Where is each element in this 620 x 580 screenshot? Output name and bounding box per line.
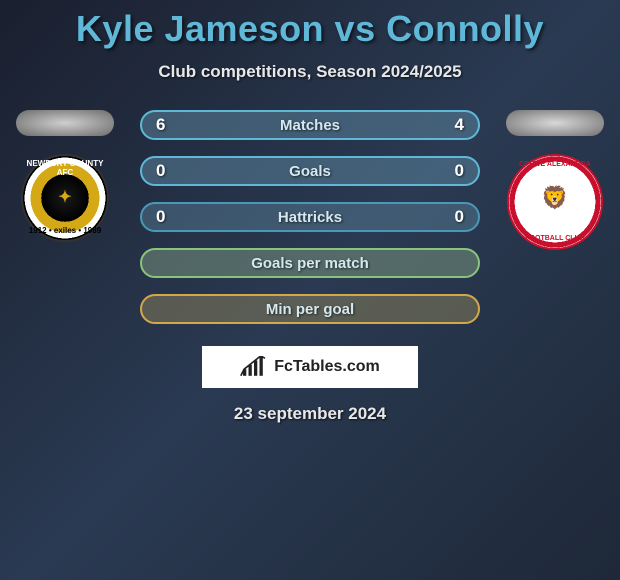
- player-left-column: NEWPORT COUNTY AFC 1912 • exiles • 1989: [10, 110, 120, 242]
- watermark: FcTables.com: [202, 346, 418, 388]
- bar-hattricks-left: 0: [156, 207, 165, 227]
- crest-right-label-bottom: FOOTBALL CLUB: [509, 235, 601, 243]
- crest-left-label-top: NEWPORT COUNTY AFC: [23, 160, 107, 178]
- bar-gpm: Goals per match: [140, 248, 480, 278]
- bar-gpm-label: Goals per match: [142, 255, 478, 272]
- chart-icon: [240, 356, 268, 378]
- bar-hattricks: 0 Hattricks 0: [140, 202, 480, 232]
- player-right-column: CREWE ALEXANDRA FOOTBALL CLUB: [500, 110, 610, 250]
- bar-matches-label: Matches: [142, 117, 478, 134]
- bar-matches-left: 6: [156, 115, 165, 135]
- bar-goals-right: 0: [455, 161, 464, 181]
- crest-left-label-bottom: 1912 • exiles • 1989: [23, 227, 107, 236]
- club-crest-left: NEWPORT COUNTY AFC 1912 • exiles • 1989: [21, 154, 109, 242]
- comparison-body: NEWPORT COUNTY AFC 1912 • exiles • 1989 …: [0, 110, 620, 324]
- infographic-root: Kyle Jameson vs Connolly Club competitio…: [0, 0, 620, 424]
- bar-goals-label: Goals: [142, 163, 478, 180]
- bar-mpg-label: Min per goal: [142, 301, 478, 318]
- date-line: 23 september 2024: [0, 404, 620, 424]
- club-crest-right: CREWE ALEXANDRA FOOTBALL CLUB: [507, 154, 603, 250]
- bar-matches-right: 4: [455, 115, 464, 135]
- player-left-photo: [16, 110, 114, 136]
- subtitle: Club competitions, Season 2024/2025: [0, 62, 620, 82]
- page-title: Kyle Jameson vs Connolly: [0, 8, 620, 50]
- bar-hattricks-label: Hattricks: [142, 209, 478, 226]
- watermark-text: FcTables.com: [274, 358, 380, 376]
- bar-hattricks-right: 0: [455, 207, 464, 227]
- bar-mpg: Min per goal: [140, 294, 480, 324]
- player-right-photo: [506, 110, 604, 136]
- bar-matches: 6 Matches 4: [140, 110, 480, 140]
- bar-goals: 0 Goals 0: [140, 156, 480, 186]
- crest-right-label-top: CREWE ALEXANDRA: [509, 161, 601, 169]
- stat-bars: 6 Matches 4 0 Goals 0 0 Hattricks 0 Goal…: [140, 110, 480, 324]
- bar-goals-left: 0: [156, 161, 165, 181]
